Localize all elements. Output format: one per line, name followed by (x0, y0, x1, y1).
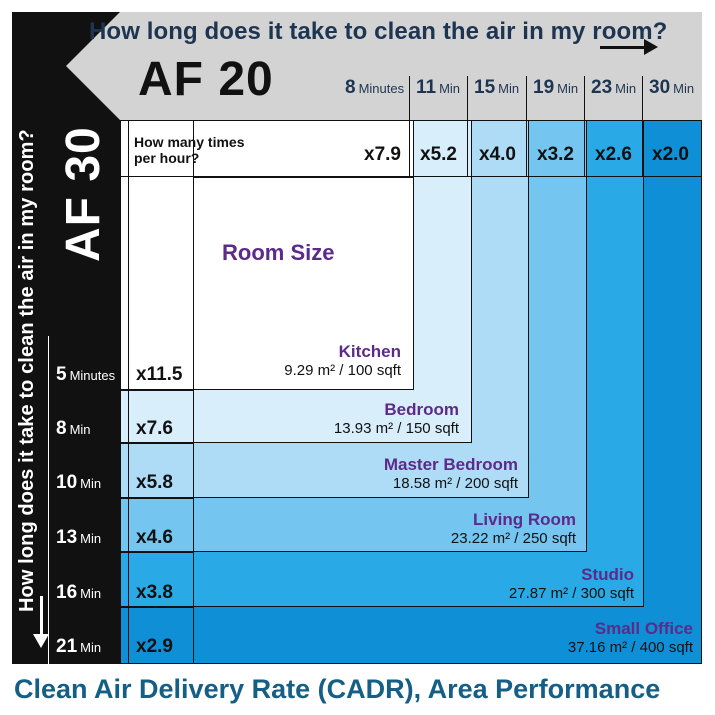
af30-multiplier-1: x11.5 (136, 364, 183, 385)
model-af20: AF 20 (138, 53, 274, 106)
model-af30: AF 30 (57, 126, 110, 262)
room-area: 9.29 m² / 100 sqft (284, 362, 401, 379)
af20-column-5: 23 Min (591, 77, 637, 98)
room-name: Bedroom (384, 400, 459, 419)
footer-title: Clean Air Delivery Rate (CADR), Area Per… (14, 674, 661, 704)
row-divider (48, 498, 194, 499)
column-divider (409, 76, 410, 176)
af20-column-6: 30 Min (649, 77, 695, 98)
row-divider (48, 552, 194, 553)
af30-row-6: 21 Min (56, 636, 102, 657)
af20-column-4: 19 Min (533, 77, 579, 98)
room-name: Living Room (473, 510, 576, 529)
top-arrow-line (600, 46, 646, 49)
af20-column-2: 11 Min (416, 77, 461, 98)
af20-column-3: 15 Min (474, 77, 520, 98)
af20-column-1: 8 Minutes (345, 77, 405, 98)
af30-row-2: 8 Min (56, 418, 91, 439)
af20-multiplier-1: x7.9 (364, 144, 401, 165)
top-title: How long does it take to clean the air i… (89, 18, 668, 45)
down-arrow-icon (33, 634, 49, 648)
af30-sidebar (12, 120, 120, 664)
af30-multiplier-3: x5.8 (136, 472, 173, 493)
multiplier-header-line (120, 176, 702, 177)
af30-row-3: 10 Min (56, 472, 102, 493)
column-divider (642, 76, 643, 176)
corner-fill (12, 12, 120, 120)
room-area: 27.87 m² / 300 sqft (508, 585, 634, 602)
af20-multiplier-3: x4.0 (479, 144, 516, 165)
row-divider-vertical (48, 336, 49, 664)
room-name: Studio (581, 565, 634, 584)
room-name: Master Bedroom (383, 455, 518, 474)
room-kitchen: Kitchen 9.29 m² / 100 sqft (284, 342, 401, 379)
room-living-room: Living Room 23.22 m² / 250 sqft (451, 510, 576, 547)
af30-multiplier-2: x7.6 (136, 418, 173, 439)
column-divider (584, 76, 585, 176)
af30-multiplier-4: x4.6 (136, 527, 173, 548)
column-divider (526, 76, 527, 176)
row-divider (48, 390, 194, 391)
row-divider (48, 607, 194, 608)
room-area: 37.16 m² / 400 sqft (567, 639, 693, 656)
multiplier-column-left (128, 120, 129, 664)
af30-multiplier-5: x3.8 (136, 582, 173, 603)
room-name: Kitchen (338, 342, 401, 361)
room-area: 13.93 m² / 150 sqft (333, 420, 459, 437)
room-name: Small Office (594, 619, 693, 638)
af20-multiplier-6: x2.0 (652, 144, 689, 165)
af20-multiplier-2: x5.2 (420, 144, 457, 165)
row-divider (48, 443, 194, 444)
room-area: 23.22 m² / 250 sqft (450, 530, 576, 547)
right-arrow-icon (644, 39, 658, 55)
room-studio: Studio 27.87 m² / 300 sqft (509, 565, 634, 602)
multiplier-column-line (193, 120, 194, 664)
side-title: How long does it take to clean the air i… (16, 129, 38, 612)
column-divider (467, 76, 468, 176)
down-arrow-line (40, 596, 43, 636)
af30-row-5: 16 Min (56, 582, 102, 603)
room-bedroom: Bedroom 13.93 m² / 150 sqft (334, 400, 459, 437)
room-master-bedroom: Master Bedroom 18.58 m² / 200 sqft (384, 455, 518, 492)
room-size-label: Room Size (222, 240, 335, 265)
room-size-box (193, 177, 414, 390)
af30-row-1: 5 Minutes (56, 364, 116, 385)
af20-multiplier-5: x2.6 (595, 144, 632, 165)
room-small-office: Small Office 37.16 m² / 400 sqft (568, 619, 693, 656)
af30-multiplier-6: x2.9 (136, 636, 173, 657)
room-area: 18.58 m² / 200 sqft (392, 475, 518, 492)
af30-row-4: 13 Min (56, 527, 102, 548)
per-hour-label: How many times per hour? (134, 134, 245, 166)
af20-multiplier-4: x3.2 (537, 144, 574, 165)
